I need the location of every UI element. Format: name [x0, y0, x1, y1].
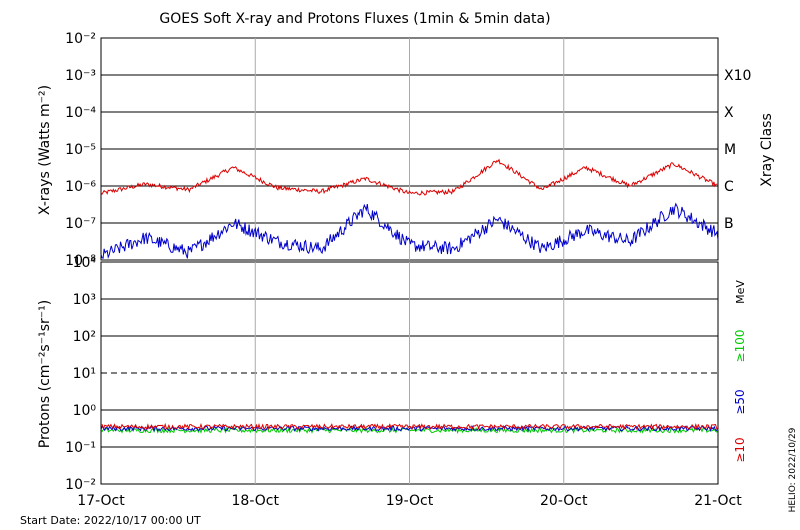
proton-channel-label: ≥10: [733, 437, 747, 462]
proton-axis-label: Protons (cm⁻²s⁻¹sr⁻¹): [37, 300, 53, 449]
xray-tick-label: 10⁻⁸: [65, 253, 96, 269]
proton-tick-label: 10⁰: [73, 403, 97, 419]
xray-tick-label: 10⁻²: [65, 31, 96, 47]
xray-tick-labels: 10⁻² 10⁻³ 10⁻⁴ 10⁻⁵ 10⁻⁶ 10⁻⁷ 10⁻⁸: [65, 31, 96, 269]
proton-tick-label: 10⁻²: [65, 477, 96, 493]
xray-tick-label: 10⁻⁵: [65, 142, 96, 158]
x-tick-label: 21-Oct: [694, 493, 742, 509]
xray-class-label: X: [724, 105, 734, 121]
xray-tick-label: 10⁻⁷: [65, 216, 96, 232]
xray-series-short: [100, 202, 719, 259]
proton-series: [100, 422, 719, 435]
credit-label: HELIO: 2022/10/29: [788, 427, 798, 512]
x-tick-label: 19-Oct: [386, 493, 434, 509]
x-tick-label: 20-Oct: [540, 493, 588, 509]
energy-unit-label: MeV: [734, 280, 747, 304]
xray-class-label: X10: [724, 68, 751, 84]
proton-tick-label: 10⁻¹: [65, 440, 96, 456]
xray-axis-label: X-rays (Watts m⁻²): [37, 85, 53, 215]
day-gridlines: [254, 38, 565, 484]
xray-tick-label: 10⁻⁴: [65, 105, 96, 121]
xray-series: [100, 158, 719, 259]
proton-tick-label: 10²: [73, 329, 96, 345]
proton-tick-label: 10³: [73, 292, 96, 308]
start-date: Start Date: 2022/10/17 00:00 UT: [20, 514, 201, 527]
proton-tick-label: 10⁴: [73, 255, 97, 271]
xray-series-long: [100, 158, 719, 196]
xray-tick-label: 10⁻⁶: [65, 179, 96, 195]
x-tick-labels: 17-Oct 18-Oct 19-Oct 20-Oct 21-Oct: [77, 493, 742, 509]
xray-class-label: C: [724, 179, 734, 195]
xray-class-labels: X10 X M C B: [724, 68, 751, 232]
proton-tick-label: 10¹: [73, 366, 96, 382]
xray-tick-label: 10⁻³: [65, 68, 96, 84]
x-tick-label: 18-Oct: [232, 493, 280, 509]
proton-series-line: [100, 422, 719, 431]
proton-channel-labels: ≥100 ≥50 ≥10: [733, 330, 747, 463]
proton-channel-label: ≥50: [733, 389, 747, 414]
chart-title: GOES Soft X-ray and Protons Fluxes (1min…: [159, 11, 550, 27]
x-tick-label: 17-Oct: [77, 493, 125, 509]
xray-class-label: B: [724, 216, 734, 232]
xray-class-axis-label: Xray Class: [759, 113, 775, 187]
xray-class-label: M: [724, 142, 736, 158]
proton-tick-labels: 10⁴ 10³ 10² 10¹ 10⁰ 10⁻¹ 10⁻²: [65, 255, 96, 493]
proton-channel-label: ≥100: [733, 330, 747, 363]
